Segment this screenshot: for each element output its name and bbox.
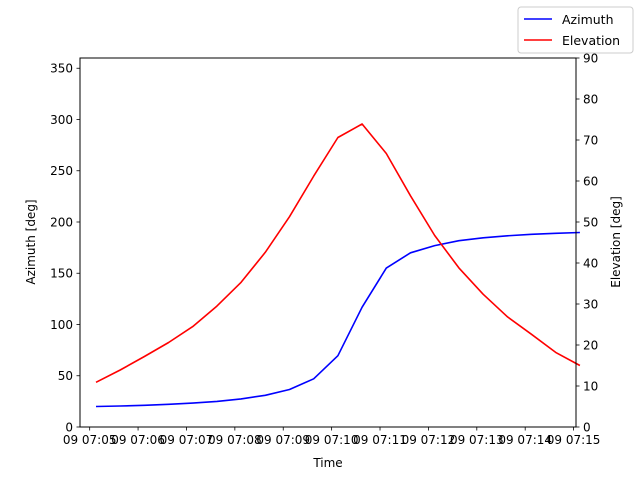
right-y-tick-label: 50 bbox=[583, 215, 598, 229]
x-axis-title: Time bbox=[312, 456, 342, 470]
left-y-tick-label: 0 bbox=[65, 420, 73, 434]
left-y-tick-label: 250 bbox=[50, 164, 73, 178]
right-y-tick-label: 80 bbox=[583, 92, 598, 106]
x-tick-label: 09 07:10 bbox=[305, 433, 359, 447]
right-y-tick-label: 30 bbox=[583, 297, 598, 311]
x-tick-label: 09 07:11 bbox=[353, 433, 407, 447]
x-tick-label: 09 07:08 bbox=[208, 433, 262, 447]
x-tick-label: 09 07:12 bbox=[402, 433, 456, 447]
x-tick-label: 09 07:09 bbox=[256, 433, 310, 447]
left-y-tick-label: 300 bbox=[50, 113, 73, 127]
right-y-tick-label: 40 bbox=[583, 256, 598, 270]
left-y-tick-label: 100 bbox=[50, 318, 73, 332]
left-y-tick-label: 200 bbox=[50, 215, 73, 229]
x-tick-label: 09 07:05 bbox=[63, 433, 117, 447]
right-y-tick-label: 20 bbox=[583, 338, 598, 352]
right-y-tick-label: 10 bbox=[583, 379, 598, 393]
x-tick-label: 09 07:06 bbox=[111, 433, 165, 447]
legend: Azimuth Elevation bbox=[517, 6, 634, 54]
x-tick-label: 09 07:15 bbox=[547, 433, 601, 447]
right-y-tick-label: 60 bbox=[583, 174, 598, 188]
right-y-tick-label: 70 bbox=[583, 133, 598, 147]
legend-label-elevation: Elevation bbox=[562, 33, 620, 48]
plot-frame bbox=[79, 57, 577, 428]
right-y-tick-label: 90 bbox=[583, 51, 598, 65]
legend-label-azimuth: Azimuth bbox=[562, 12, 614, 27]
x-tick-label: 09 07:14 bbox=[498, 433, 552, 447]
x-tick-label: 09 07:13 bbox=[450, 433, 504, 447]
left-y-tick-label: 150 bbox=[50, 267, 73, 281]
right-y-axis: 0 10 20 30 40 50 60 70 80 90 bbox=[576, 51, 598, 434]
left-y-tick-label: 50 bbox=[58, 369, 73, 383]
left-y-axis: 0 50 100 150 200 250 300 350 bbox=[50, 62, 80, 434]
series-line-azimuth bbox=[95, 231, 580, 408]
series-line-elevation bbox=[95, 123, 581, 384]
right-y-axis-title: Elevation [deg] bbox=[609, 196, 623, 288]
plot-lines bbox=[95, 123, 581, 408]
x-tick-label: 09 07:07 bbox=[160, 433, 214, 447]
right-y-tick-label: 0 bbox=[583, 420, 591, 434]
left-y-axis-title: Azimuth [deg] bbox=[24, 199, 38, 284]
left-y-tick-label: 350 bbox=[50, 62, 73, 76]
